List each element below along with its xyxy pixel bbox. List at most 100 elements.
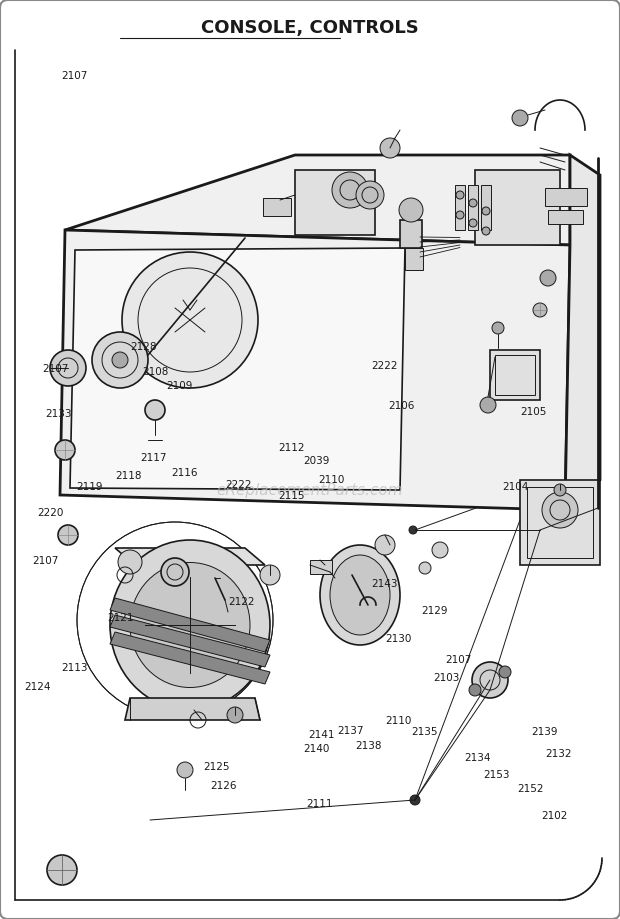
Circle shape (554, 484, 566, 496)
Circle shape (332, 172, 368, 208)
Circle shape (112, 352, 128, 368)
Text: 2108: 2108 (142, 368, 168, 377)
Circle shape (47, 855, 77, 885)
Circle shape (456, 211, 464, 219)
Polygon shape (565, 155, 600, 510)
Polygon shape (110, 598, 270, 652)
Text: 2107: 2107 (446, 655, 472, 664)
Bar (405, 248, 423, 270)
Text: 2117: 2117 (141, 453, 167, 462)
Bar (468, 185, 478, 230)
Text: 2128: 2128 (131, 343, 157, 352)
Text: CONSOLE, CONTROLS: CONSOLE, CONTROLS (201, 19, 419, 37)
Circle shape (419, 562, 431, 574)
Circle shape (161, 558, 189, 586)
Text: 2130: 2130 (385, 634, 411, 643)
Circle shape (399, 198, 423, 222)
Polygon shape (70, 248, 405, 490)
Text: 2106: 2106 (389, 402, 415, 411)
Text: 2143: 2143 (371, 579, 397, 588)
Bar (310, 560, 332, 574)
Text: 2126: 2126 (210, 781, 236, 790)
Text: 2222: 2222 (371, 361, 397, 370)
Circle shape (356, 181, 384, 209)
Circle shape (375, 535, 395, 555)
Circle shape (469, 684, 481, 696)
Text: 2110: 2110 (319, 475, 345, 484)
Circle shape (469, 199, 477, 207)
Circle shape (542, 492, 578, 528)
Text: 2122: 2122 (229, 597, 255, 607)
Text: 2137: 2137 (337, 726, 363, 735)
Circle shape (499, 666, 511, 678)
Circle shape (456, 191, 464, 199)
Text: 2109: 2109 (167, 381, 193, 391)
Text: 2222: 2222 (226, 481, 252, 490)
Circle shape (122, 252, 258, 388)
Text: 2107: 2107 (32, 556, 58, 565)
Text: 2113: 2113 (61, 664, 87, 673)
Circle shape (58, 525, 78, 545)
Text: 2103: 2103 (433, 674, 459, 683)
Bar (475, 170, 560, 245)
Circle shape (92, 332, 148, 388)
Text: 2110: 2110 (386, 717, 412, 726)
Circle shape (533, 303, 547, 317)
Circle shape (260, 565, 280, 585)
Bar (481, 185, 491, 230)
Circle shape (50, 350, 86, 386)
Circle shape (177, 762, 193, 778)
Text: 2102: 2102 (542, 811, 568, 821)
Text: 2125: 2125 (204, 763, 230, 772)
Text: 2121: 2121 (108, 613, 134, 622)
Circle shape (469, 219, 477, 227)
Text: 2112: 2112 (278, 443, 304, 452)
Bar (263, 198, 291, 216)
Text: 2135: 2135 (412, 728, 438, 737)
Circle shape (55, 440, 75, 460)
Text: 2129: 2129 (421, 607, 447, 616)
Text: 2111: 2111 (306, 800, 332, 809)
Circle shape (472, 662, 508, 698)
Circle shape (480, 397, 496, 413)
Ellipse shape (330, 555, 390, 635)
Circle shape (512, 110, 528, 126)
Text: 2107: 2107 (43, 365, 69, 374)
Bar (495, 355, 535, 395)
Circle shape (118, 550, 142, 574)
Circle shape (482, 227, 490, 235)
Text: 2116: 2116 (172, 469, 198, 478)
Circle shape (432, 542, 448, 558)
Polygon shape (110, 615, 270, 667)
Text: 2138: 2138 (356, 742, 382, 751)
Ellipse shape (110, 540, 270, 710)
Circle shape (492, 322, 504, 334)
Polygon shape (65, 155, 570, 245)
Ellipse shape (130, 562, 250, 687)
Text: 2220: 2220 (38, 508, 64, 517)
Text: 2132: 2132 (545, 749, 571, 758)
Text: 2139: 2139 (531, 728, 557, 737)
Bar (527, 487, 593, 558)
Text: eReplacementParts.com: eReplacementParts.com (216, 482, 404, 497)
Bar (400, 220, 422, 248)
Text: 2134: 2134 (464, 754, 490, 763)
Circle shape (380, 138, 400, 158)
Text: 2104: 2104 (503, 482, 529, 492)
Circle shape (227, 707, 243, 723)
Circle shape (145, 400, 165, 420)
Circle shape (410, 795, 420, 805)
Bar (295, 170, 375, 235)
Text: 2141: 2141 (308, 731, 334, 740)
Text: 2039: 2039 (303, 457, 329, 466)
Text: 2153: 2153 (483, 770, 509, 779)
Text: 2133: 2133 (46, 409, 72, 418)
Text: 2118: 2118 (116, 471, 142, 481)
Bar (545, 188, 587, 206)
Bar (490, 350, 540, 400)
Bar (520, 480, 600, 565)
Bar (548, 210, 583, 224)
Text: 2115: 2115 (278, 492, 304, 501)
Text: 2105: 2105 (520, 407, 546, 416)
Polygon shape (110, 632, 270, 684)
